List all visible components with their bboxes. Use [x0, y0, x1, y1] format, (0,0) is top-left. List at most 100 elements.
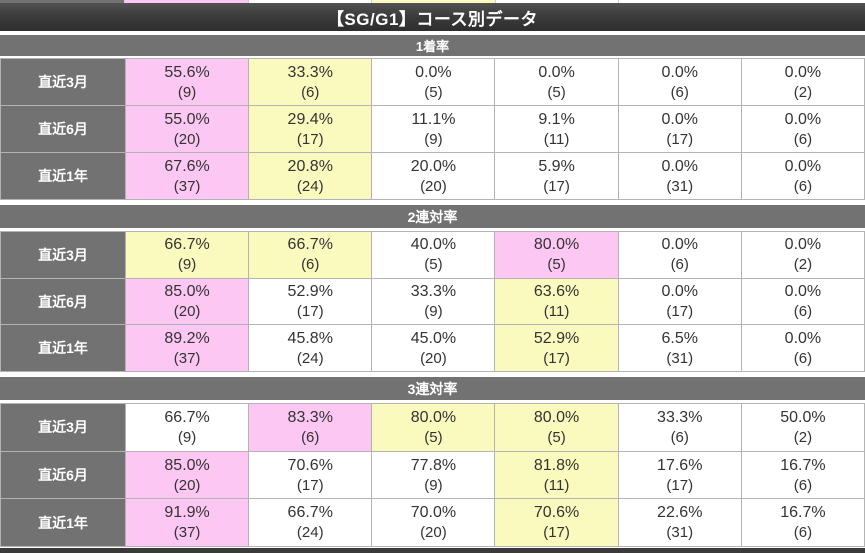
cell-percent: 0.0% — [784, 110, 822, 128]
cell-count: (37) — [173, 349, 201, 367]
data-cell: 0.0% (31) — [617, 153, 741, 199]
table-row: 直近1年 89.2% (37) 45.8% (24) 45.0% (20) 52.9% (17)… — [1, 324, 864, 372]
data-cell: 67.6% (37) — [125, 153, 249, 199]
cell-percent: 0.0% — [661, 283, 698, 300]
cell-count: (20) — [173, 476, 201, 494]
cell-percent: 33.3% — [657, 408, 703, 426]
cell-percent: 70.0% — [410, 504, 457, 522]
cell-count: (17) — [543, 177, 570, 195]
cell-count: (17) — [666, 130, 694, 148]
cell-count: (5) — [424, 83, 443, 101]
cell-percent: 0.0% — [784, 329, 822, 347]
partial-row-cell — [371, 0, 495, 3]
cell-percent: 81.8% — [533, 456, 580, 474]
partial-row-cell — [494, 0, 618, 3]
cell-percent: 6.5% — [661, 329, 698, 347]
cell-count: (9) — [424, 476, 443, 494]
next-table-partial-bar — [0, 548, 865, 553]
data-cell: 0.0% (6) — [740, 106, 864, 152]
cell-percent: 45.8% — [287, 329, 333, 347]
data-cell: 85.0% (20) — [125, 278, 249, 325]
data-cell: 9.1% (11) — [494, 106, 618, 152]
data-cell: 0.0% (5) — [371, 59, 495, 105]
row-label: 直近3月 — [1, 232, 125, 278]
table-row: 直近1年 67.6% (37) 20.8% (24) 20.0% (20) 5.9% (17) 0… — [1, 152, 864, 199]
cell-percent: 16.7% — [780, 456, 826, 474]
cell-count: (5) — [547, 428, 566, 446]
cell-percent: 70.6% — [287, 456, 333, 474]
cell-percent: 80.0% — [533, 236, 580, 254]
cell-percent: 67.6% — [164, 157, 210, 175]
cell-percent: 16.7% — [780, 504, 826, 522]
cell-count: (9) — [177, 428, 197, 446]
data-cell: 40.0% (5) — [371, 232, 495, 278]
row-label: 直近1年 — [1, 153, 125, 199]
cell-percent: 0.0% — [784, 283, 822, 300]
cell-count: (17) — [666, 303, 694, 320]
data-cell: 16.7% (6) — [740, 451, 864, 499]
cell-count: (9) — [424, 303, 443, 320]
cell-count: (20) — [420, 177, 447, 195]
cell-percent: 66.7% — [287, 504, 333, 522]
data-cell: 45.8% (24) — [248, 325, 372, 372]
cell-percent: 33.3% — [287, 63, 333, 81]
cell-percent: 20.8% — [287, 157, 333, 175]
cell-percent: 85.0% — [164, 283, 210, 300]
data-cell: 0.0% (6) — [740, 153, 864, 199]
cell-count: (9) — [424, 130, 443, 148]
data-cell: 5.9% (17) — [494, 153, 618, 199]
cell-count: (20) — [173, 303, 201, 320]
row-label: 直近1年 — [1, 499, 125, 547]
data-cell: 11.1% (9) — [371, 106, 495, 152]
data-cell: 17.6% (17) — [617, 451, 741, 499]
data-cell: 55.6% (9) — [125, 59, 249, 105]
cell-count: (5) — [547, 83, 566, 101]
cell-count: (31) — [666, 524, 694, 542]
row-label: 直近3月 — [1, 404, 125, 451]
cell-percent: 20.0% — [410, 157, 457, 175]
partial-row-cell — [618, 0, 742, 3]
cell-count: (37) — [173, 177, 201, 195]
data-cell: 16.7% (6) — [740, 499, 864, 547]
row-label: 直近1年 — [1, 325, 125, 372]
section-rows: 直近3月 66.7% (9) 83.3% (6) 80.0% (5) 80.0% (5) 33.3… — [0, 403, 865, 547]
cell-percent: 0.0% — [784, 157, 822, 175]
cell-percent: 66.7% — [287, 236, 333, 254]
data-cell: 0.0% (6) — [740, 325, 864, 372]
cell-percent: 85.0% — [164, 456, 210, 474]
cell-percent: 29.4% — [287, 110, 333, 128]
row-label: 直近6月 — [1, 451, 125, 499]
cell-count: (24) — [296, 524, 324, 542]
data-cell: 33.3% (9) — [371, 278, 495, 325]
data-cell: 66.7% (6) — [248, 232, 372, 278]
data-cell: 50.0% (2) — [740, 404, 864, 451]
cell-percent: 11.1% — [411, 110, 456, 128]
data-cell: 80.0% (5) — [371, 404, 495, 451]
row-label: 直近6月 — [1, 278, 125, 325]
data-cell: 0.0% (6) — [740, 278, 864, 325]
partial-row-cell — [0, 0, 124, 3]
cell-count: (24) — [296, 177, 324, 195]
cell-count: (17) — [543, 524, 570, 542]
cell-percent: 0.0% — [661, 236, 698, 254]
data-cell: 33.3% (6) — [248, 59, 372, 105]
data-cell: 0.0% (6) — [617, 59, 741, 105]
table-title-bar: 【SG/G1】コース別データ — [0, 3, 865, 31]
partial-row-cell — [124, 0, 248, 3]
data-cell: 80.0% (5) — [494, 232, 618, 278]
cell-percent: 52.9% — [287, 283, 333, 300]
table-row: 直近6月 85.0% (20) 52.9% (17) 33.3% (9) 63.6% (11) 0… — [1, 277, 864, 325]
table-title: 【SG/G1】コース別データ — [326, 9, 539, 29]
data-cell: 0.0% (5) — [494, 59, 618, 105]
data-cell: 6.5% (31) — [617, 325, 741, 372]
row-label: 直近3月 — [1, 59, 125, 105]
cell-count: (6) — [670, 428, 689, 446]
cell-count: (11) — [543, 130, 570, 148]
data-cell: 63.6% (11) — [494, 278, 618, 325]
cell-count: (17) — [296, 303, 324, 320]
table-row: 直近3月 66.7% (9) 66.7% (6) 40.0% (5) 80.0% (5) 0.0%… — [1, 232, 864, 278]
data-cell: 0.0% (2) — [740, 59, 864, 105]
cell-count: (9) — [177, 256, 197, 274]
cell-percent: 0.0% — [784, 63, 822, 81]
